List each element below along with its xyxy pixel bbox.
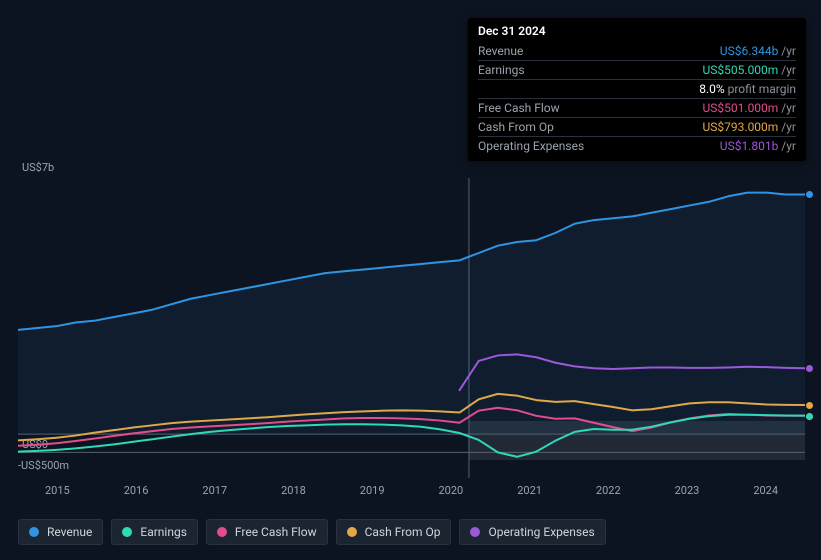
- legend-swatch: [122, 527, 132, 537]
- chart-svg: [18, 178, 805, 478]
- x-label: 2015: [18, 484, 97, 497]
- end-dot-operating_expenses: [806, 365, 813, 372]
- tooltip-label: Cash From Op: [478, 120, 554, 134]
- legend-item-operating_expenses[interactable]: Operating Expenses: [459, 519, 605, 545]
- tooltip-value: US$793.000m /yr: [703, 120, 796, 134]
- tooltip-value: US$6.344b /yr: [720, 44, 796, 58]
- legend-item-free_cash_flow[interactable]: Free Cash Flow: [206, 519, 328, 545]
- legend-label: Cash From Op: [365, 525, 441, 539]
- legend: Revenue Earnings Free Cash Flow Cash From O…: [18, 519, 606, 545]
- x-label: 2021: [490, 484, 569, 497]
- legend-label: Earnings: [140, 525, 187, 539]
- x-label: 2020: [412, 484, 491, 497]
- x-label: 2017: [175, 484, 254, 497]
- tooltip-label: Operating Expenses: [478, 139, 584, 153]
- chart-area[interactable]: [18, 178, 805, 478]
- tooltip-value: US$501.000m /yr: [703, 101, 796, 115]
- x-label: 2024: [726, 484, 805, 497]
- x-label: 2022: [569, 484, 648, 497]
- legend-label: Free Cash Flow: [235, 525, 317, 539]
- legend-label: Operating Expenses: [488, 525, 594, 539]
- end-dot-cash_from_op: [806, 402, 813, 409]
- chart-tooltip: Dec 31 2024 Revenue US$6.344b /yr Earnings…: [468, 18, 806, 161]
- y-axis-label-top: US$7b: [22, 161, 54, 174]
- x-label: 2016: [97, 484, 176, 497]
- legend-item-cash_from_op[interactable]: Cash From Op: [336, 519, 452, 545]
- tooltip-row: Cash From Op US$793.000m /yr: [478, 117, 796, 136]
- legend-swatch: [217, 527, 227, 537]
- x-label: 2018: [254, 484, 333, 497]
- tooltip-value: 8.0% profit margin: [699, 82, 796, 96]
- legend-label: Revenue: [47, 525, 92, 539]
- x-label: 2019: [333, 484, 412, 497]
- tooltip-value: US$505.000m /yr: [703, 63, 796, 77]
- legend-swatch: [470, 527, 480, 537]
- tooltip-label: Revenue: [478, 44, 523, 58]
- tooltip-label: Free Cash Flow: [478, 101, 560, 115]
- tooltip-label: Earnings: [478, 63, 525, 77]
- tooltip-date: Dec 31 2024: [478, 24, 796, 38]
- end-dot-earnings: [806, 413, 813, 420]
- tooltip-row: Operating Expenses US$1.801b /yr: [478, 136, 796, 155]
- tooltip-row: 8.0% profit margin: [478, 79, 796, 98]
- tooltip-value: US$1.801b /yr: [720, 139, 796, 153]
- legend-swatch: [29, 527, 39, 537]
- series-group: [18, 193, 805, 457]
- legend-swatch: [347, 527, 357, 537]
- x-label: 2023: [648, 484, 727, 497]
- end-dot-revenue: [806, 191, 813, 198]
- tooltip-row: Earnings US$505.000m /yr: [478, 60, 796, 79]
- legend-item-earnings[interactable]: Earnings: [111, 519, 198, 545]
- x-axis-labels: 2015201620172018201920202021202220232024: [18, 484, 805, 497]
- legend-item-revenue[interactable]: Revenue: [18, 519, 103, 545]
- tooltip-row: Revenue US$6.344b /yr: [478, 42, 796, 60]
- tooltip-row: Free Cash Flow US$501.000m /yr: [478, 98, 796, 117]
